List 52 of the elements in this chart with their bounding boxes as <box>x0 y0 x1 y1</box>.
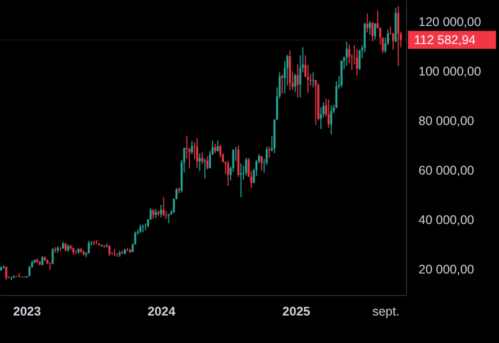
candlestick <box>190 140 193 155</box>
candlestick <box>154 208 157 219</box>
candlestick <box>260 155 263 172</box>
candlestick <box>296 64 299 98</box>
candlestick <box>114 248 116 256</box>
candlestick <box>374 22 376 40</box>
candlestick <box>142 224 144 233</box>
candlestick <box>281 74 284 94</box>
y-tick-label: 60 000,00 <box>418 164 474 178</box>
y-tick-label: 80 000,00 <box>418 114 474 128</box>
candlestick <box>356 48 358 76</box>
candlestick <box>196 138 198 169</box>
x-tick-label: 2025 <box>282 304 310 318</box>
candlestick <box>52 248 54 265</box>
candlestick <box>328 98 330 128</box>
candlestick <box>162 196 165 216</box>
candlestick <box>160 204 162 218</box>
candlestick <box>201 152 204 165</box>
candlestick <box>245 157 248 176</box>
candlestick <box>41 256 44 266</box>
x-tick-label: 2023 <box>13 304 41 318</box>
candlestick <box>314 79 317 126</box>
candlestick <box>216 140 219 152</box>
y-tick-label: 100 000,00 <box>418 64 482 79</box>
candlestick <box>198 152 201 172</box>
candlestick <box>108 244 110 257</box>
y-tick-label: 20 000,00 <box>418 262 474 277</box>
candlestick <box>49 262 52 271</box>
ref-line-label: 112 582,94 <box>414 32 476 47</box>
x-tick-label: 2024 <box>148 304 176 318</box>
candlestick <box>204 158 206 180</box>
x-tick-label: sept. <box>372 304 400 318</box>
candlestick <box>368 20 371 36</box>
candlestick <box>346 41 348 66</box>
y-tick-label: 120 000,00 <box>418 15 482 30</box>
candlestick <box>312 72 314 88</box>
candlestick <box>330 104 332 135</box>
candlestick <box>88 240 90 254</box>
y-tick-label: 40 000,00 <box>418 213 474 228</box>
candlestick <box>206 156 208 170</box>
candlestick <box>227 160 230 187</box>
candlestick <box>294 73 296 93</box>
candlestick <box>240 162 242 198</box>
candlestick <box>358 49 361 71</box>
candlestick <box>268 146 270 158</box>
candlestick <box>214 143 216 154</box>
candlestick <box>219 144 222 158</box>
candlestick <box>134 230 136 246</box>
candlestick <box>59 246 62 252</box>
candlestick <box>5 266 8 280</box>
candlestick <box>74 250 77 254</box>
candlestick <box>152 209 154 220</box>
